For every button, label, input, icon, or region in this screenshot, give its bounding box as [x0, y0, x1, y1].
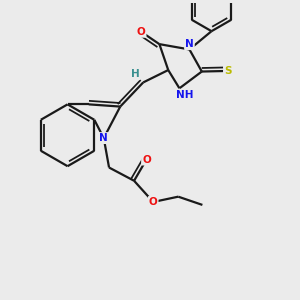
Text: O: O — [137, 27, 146, 37]
Text: NH: NH — [176, 90, 194, 100]
Text: N: N — [99, 133, 108, 143]
Text: N: N — [185, 39, 194, 49]
Text: O: O — [149, 197, 158, 207]
Text: S: S — [224, 66, 232, 76]
Text: O: O — [142, 154, 151, 165]
Text: H: H — [130, 69, 139, 79]
